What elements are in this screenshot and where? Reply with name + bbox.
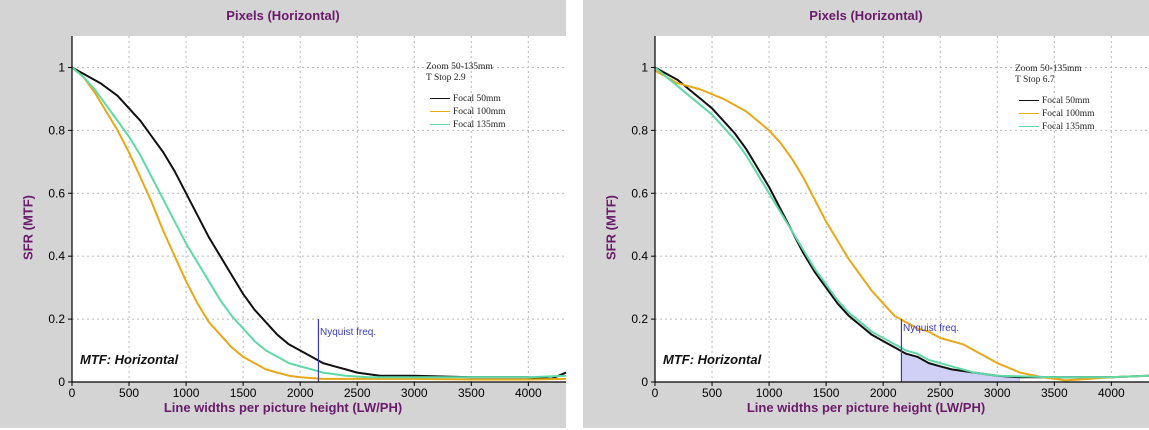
series-line (71, 66, 567, 381)
legend-zoom: Zoom 50-135mm (426, 62, 493, 72)
y-tick-label: 0.4 (631, 249, 648, 263)
legend-label: Focal 100mm (453, 107, 506, 117)
y-tick-label: 0.8 (631, 123, 648, 137)
legend-header: Zoom 50-135mm T Stop 2.9 (426, 62, 493, 84)
x-tick-label: 1500 (230, 386, 257, 400)
x-tick-label: 4000 (515, 386, 542, 400)
legend-swatch (1019, 113, 1039, 115)
x-axis-label: Line widths per picture height (LW/PH) (163, 400, 403, 415)
legend-swatch (1019, 126, 1039, 128)
x-tick-label: 1000 (756, 386, 783, 400)
nyquist-shaded-area (901, 351, 1021, 382)
legend-item-focal-50: Focal 50mm (430, 93, 501, 105)
legend-header: Zoom 50-135mm T Stop 6.7 (1015, 64, 1082, 86)
chart-title: Pixels (Horizontal) (809, 8, 923, 23)
x-tick-label: 1000 (173, 386, 200, 400)
legend-label: Focal 135mm (453, 120, 506, 130)
x-tick-label: 500 (702, 386, 722, 400)
series-line (71, 66, 567, 379)
chart-title: Pixels (Horizontal) (226, 8, 340, 23)
y-tick-label: 0.6 (631, 186, 648, 200)
x-tick-label: 0 (652, 386, 659, 400)
x-tick-label: 2000 (287, 386, 314, 400)
legend-item-focal-135: Focal 135mm (1019, 121, 1095, 133)
legend-label: Focal 50mm (453, 94, 501, 104)
y-tick-label: 0.6 (48, 186, 65, 200)
nyquist-label: Nyquist freq. (320, 327, 377, 338)
legend-item-focal-100: Focal 100mm (1019, 108, 1095, 120)
legend-swatch (430, 111, 450, 113)
legend-item-focal-50: Focal 50mm (1019, 95, 1090, 107)
y-axis-label: SFR (MTF) (603, 195, 619, 260)
x-axis-label: Line widths per picture height (LW/PH) (746, 400, 986, 415)
y-tick-label: 0.4 (48, 249, 65, 263)
mtf-plot-right: 0 500 1000 1500 2000 2500 3000 3500 4000 0 0.2 0.4 0… (631, 36, 1149, 400)
x-tick-label: 3500 (458, 386, 485, 400)
y-tick-label: 0 (641, 375, 648, 389)
legend-label: Focal 135mm (1042, 122, 1095, 132)
y-tick-label: 0.2 (631, 312, 648, 326)
legend-label: Focal 50mm (1042, 96, 1090, 106)
legend-tstop: T Stop 2.9 (426, 73, 466, 83)
x-tick-label: 3000 (984, 386, 1011, 400)
y-tick-label: 1 (641, 60, 648, 74)
mtf-annotation: MTF: Horizontal (80, 352, 179, 367)
x-tick-label: 500 (119, 386, 139, 400)
legend-tstop: T Stop 6.7 (1015, 75, 1055, 85)
mtf-annotation: MTF: Horizontal (663, 352, 762, 367)
y-axis-label: SFR (MTF) (20, 195, 36, 260)
y-tick-label: 0.8 (48, 123, 65, 137)
legend-swatch (430, 98, 450, 100)
x-tick-label: 2000 (870, 386, 897, 400)
mtf-plot-left: 0 500 1000 1500 2000 2500 3000 3500 4000 0 0.2 0.4 0… (48, 36, 567, 400)
chart-panel-left: Pixels (Horizontal) 0 500 1000 1500 2000 2500… (0, 0, 567, 428)
x-tick-label: 4000 (1098, 386, 1125, 400)
legend-label: Focal 100mm (1042, 109, 1095, 119)
x-tick-label: 2500 (344, 386, 371, 400)
y-tick-label: 1 (58, 60, 65, 74)
y-tick-label: 0 (58, 375, 65, 389)
series-line (654, 66, 1149, 379)
x-tick-label: 3000 (401, 386, 428, 400)
chart-panel-right: Pixels (Horizontal) 0 500 1000 1500 2000 2500… (583, 0, 1149, 428)
series-line (654, 69, 1149, 382)
legend-zoom: Zoom 50-135mm (1015, 64, 1082, 74)
nyquist-label: Nyquist freq. (903, 323, 960, 334)
y-tick-label: 0.2 (48, 312, 65, 326)
legend-swatch (1019, 100, 1039, 102)
x-tick-label: 3500 (1041, 386, 1068, 400)
x-tick-label: 2500 (927, 386, 954, 400)
series-line (71, 66, 567, 380)
x-tick-label: 0 (69, 386, 76, 400)
legend-item-focal-135: Focal 135mm (430, 119, 506, 131)
legend-item-focal-100: Focal 100mm (430, 106, 506, 118)
legend-swatch (430, 124, 450, 126)
x-tick-label: 1500 (813, 386, 840, 400)
